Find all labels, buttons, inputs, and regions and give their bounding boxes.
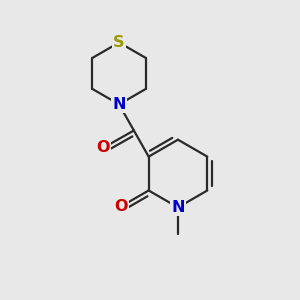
Text: O: O [96,140,110,155]
Text: N: N [112,97,126,112]
Text: N: N [171,200,185,215]
Text: O: O [114,199,127,214]
Text: S: S [113,35,125,50]
